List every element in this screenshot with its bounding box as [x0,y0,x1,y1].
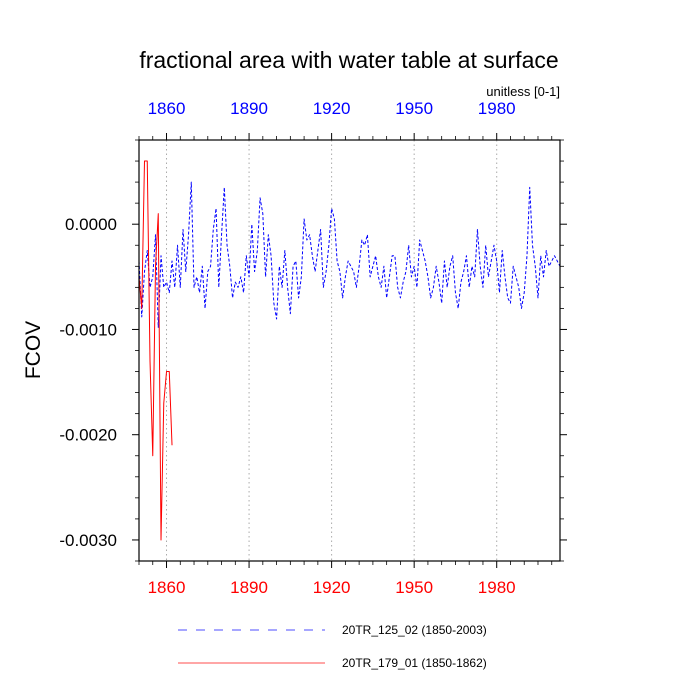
x-tick-label-top: 1980 [478,99,516,118]
x-tick-label-top: 1920 [313,99,351,118]
axes: 0.0000 -0.0010 -0.0020 -0.0030 1860 1890 1920 1… [59,99,567,597]
x-tick-label-bottom: 1950 [395,578,433,597]
x-tick-label-bottom: 1860 [148,578,186,597]
legend-label-0: 20TR_125_02 (1850-2003) [342,623,487,637]
x-tick-label-bottom: 1920 [313,578,351,597]
x-tick-label-top: 1890 [230,99,268,118]
legend: 20TR_125_02 (1850-2003) 20TR_179_01 (1850… [178,623,487,670]
series-line-0 [138,181,561,328]
y-tick-label: -0.0010 [59,320,117,339]
x-tick-label-top: 1860 [148,99,186,118]
y-tick-label: 0.0000 [65,215,117,234]
x-tick-label-bottom: 1980 [478,578,516,597]
y-axis-label: FCOV [22,321,45,379]
series-line-1 [138,160,173,541]
chart-title: fractional area with water table at surf… [139,47,558,73]
x-tick-label-top: 1950 [395,99,433,118]
plot-series [138,160,561,541]
units-label: unitless [0-1] [486,84,560,99]
legend-label-1: 20TR_179_01 (1850-1862) [342,656,487,670]
y-tick-label: -0.0030 [59,531,117,550]
gridlines [166,140,498,561]
y-tick-label: -0.0020 [59,426,117,445]
x-tick-label-bottom: 1890 [230,578,268,597]
